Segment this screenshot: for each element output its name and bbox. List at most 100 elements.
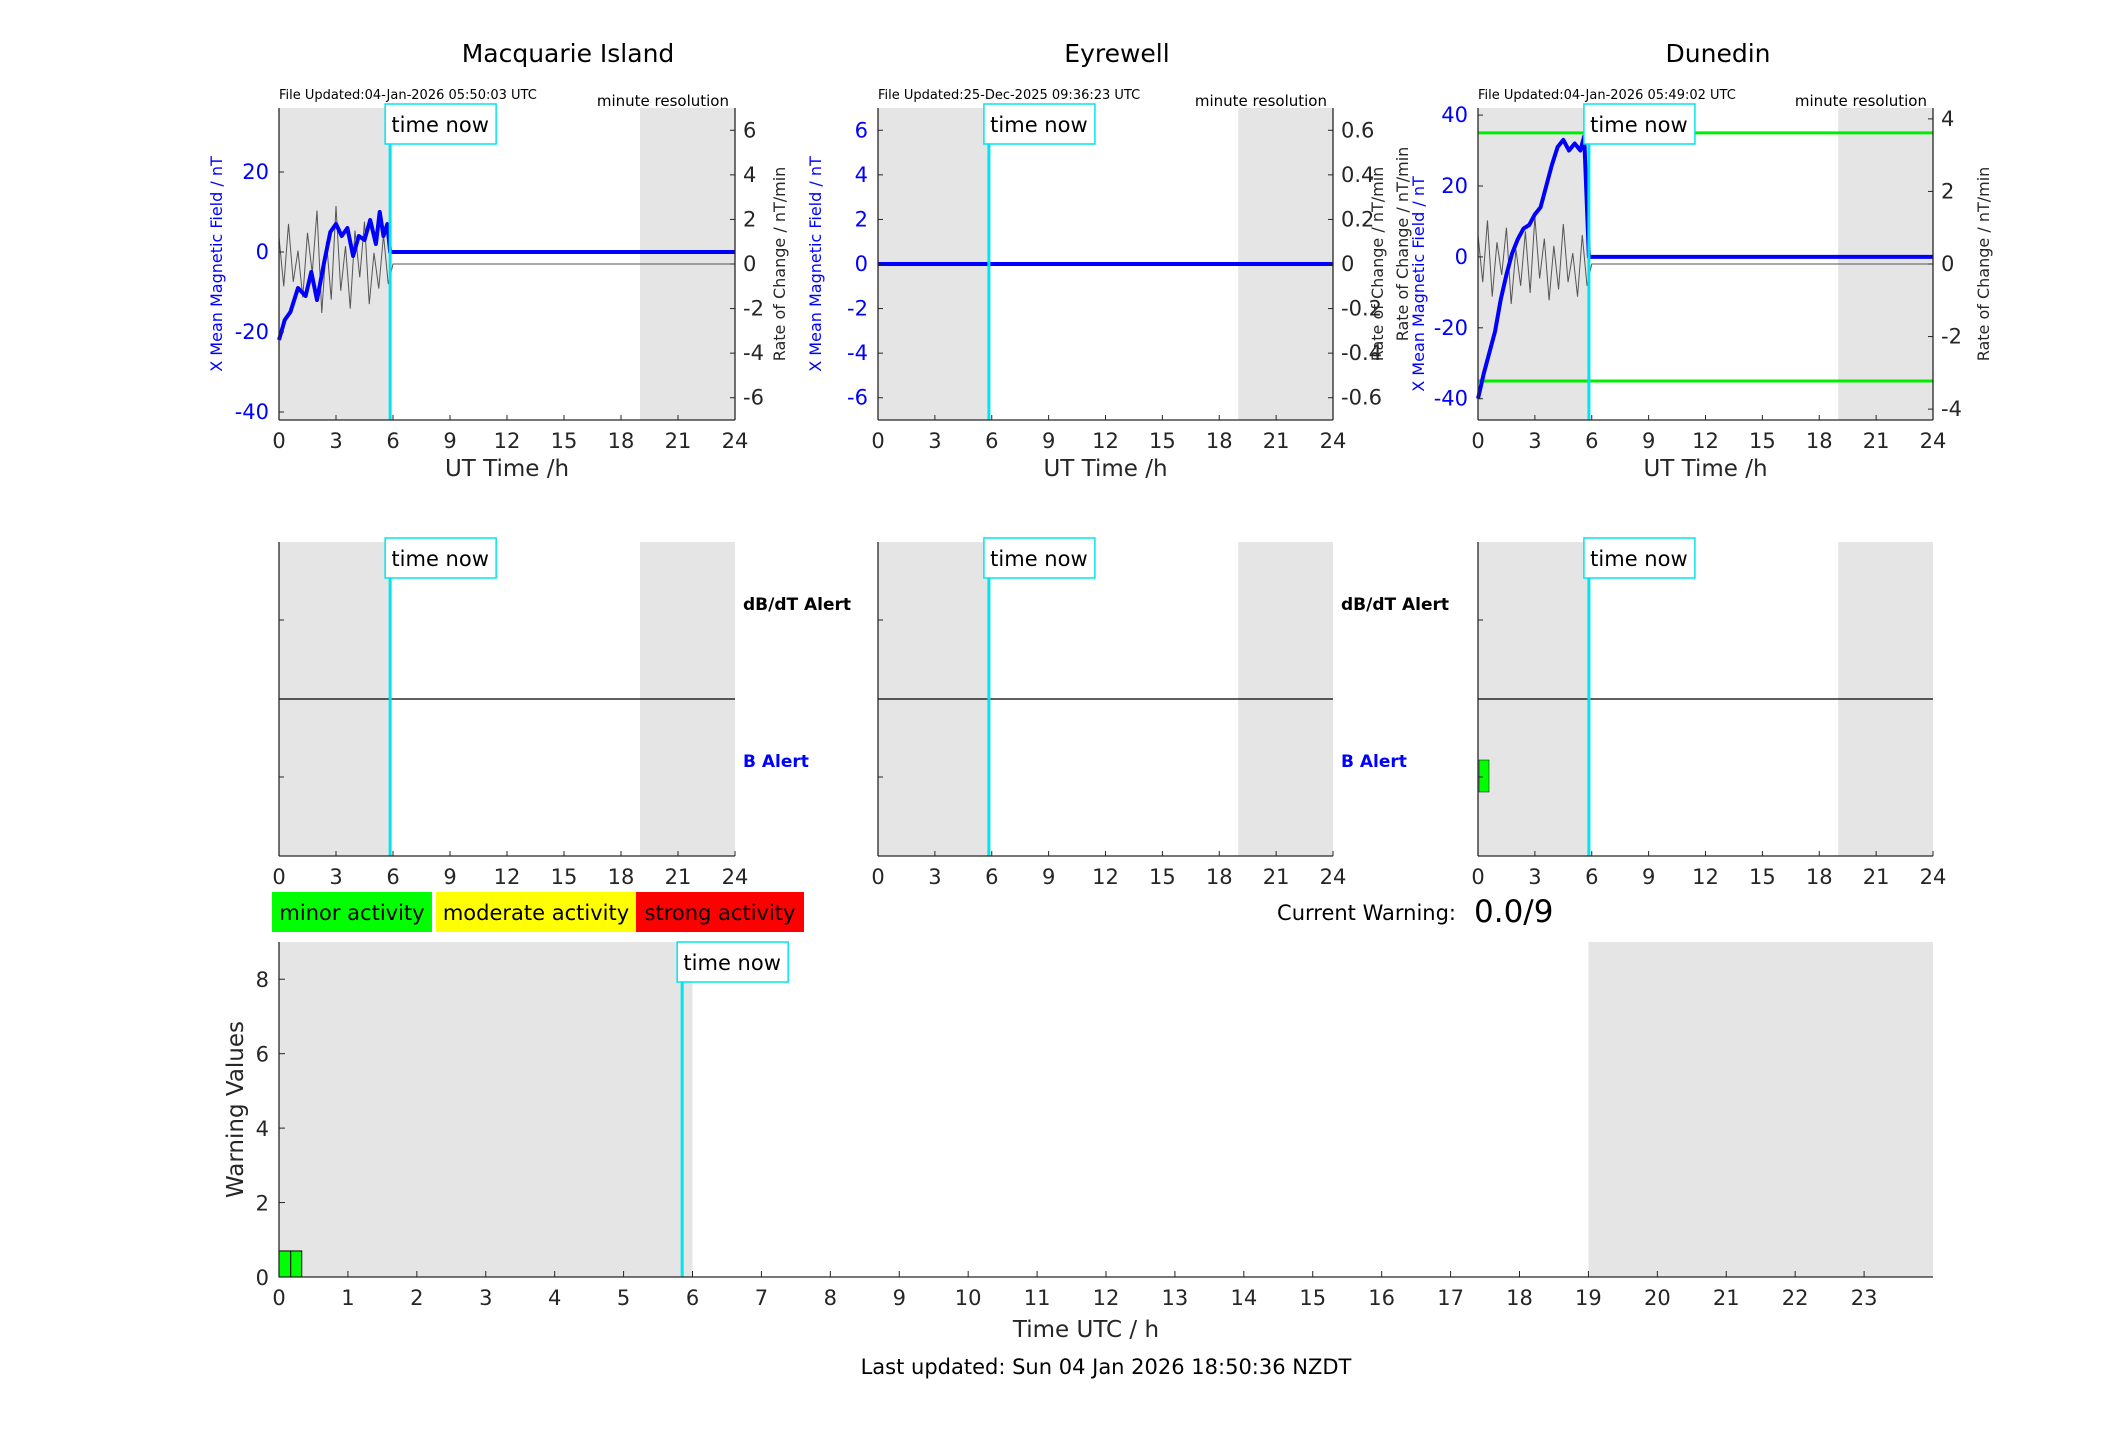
x-tick-label: 6 (1585, 429, 1598, 453)
y-axis-label: Warning Values (223, 1021, 249, 1198)
x-tick-label: 21 (1713, 1286, 1740, 1310)
x-tick-label: 13 (1162, 1286, 1189, 1310)
x-tick-label: 15 (551, 429, 578, 453)
x-tick-label: 16 (1368, 1286, 1395, 1310)
right-tick-label: 2 (743, 207, 756, 231)
time-now-box (384, 103, 497, 145)
x-tick-label: 14 (1230, 1286, 1257, 1310)
time-now-box (983, 103, 1096, 145)
right-axis-label: Rate of Change / nT/min (1368, 167, 1387, 362)
x-tick-label: 9 (443, 865, 456, 889)
left-axis-label: X Mean Magnetic Field / nT (806, 156, 825, 372)
x-tick-label: 3 (928, 429, 941, 453)
x-tick-label: 9 (1642, 429, 1655, 453)
file-updated: File Updated:04-Jan-2026 05:50:03 UTC (279, 88, 537, 103)
right-tick-label: 0 (1341, 252, 1354, 276)
rate-of-change-line (278, 206, 735, 314)
left-tick-label: 20 (1441, 174, 1468, 198)
x-tick-label: 0 (272, 865, 285, 889)
x-tick-label: 15 (1149, 429, 1176, 453)
y-tick-label: 8 (256, 968, 269, 992)
legend-moderate-label: moderate activity (443, 901, 629, 925)
warning-bar (278, 1250, 292, 1278)
legend-minor-label: minor activity (279, 901, 424, 925)
time-now-box (384, 537, 497, 579)
x-axis-label: Time UTC / h (1012, 1317, 1159, 1343)
time-now-label: time now (990, 113, 1087, 137)
right-tick-label: 0.6 (1341, 118, 1374, 142)
x-axis-label: UT Time /h (1643, 456, 1767, 482)
x-tick-label: 24 (722, 865, 749, 889)
x-tick-label: 19 (1575, 1286, 1602, 1310)
right-tick-label: -6 (743, 386, 764, 410)
x-tick-label: 18 (1806, 429, 1833, 453)
time-now-box (1583, 537, 1696, 579)
x-tick-label: 15 (1749, 865, 1776, 889)
x-tick-label: 8 (824, 1286, 837, 1310)
station-title-dunedin: Dunedin (1666, 39, 1771, 68)
x-tick-label: 3 (479, 1286, 492, 1310)
right-tick-label: -4 (743, 341, 764, 365)
x-tick-label: 12 (1093, 1286, 1120, 1310)
x-tick-label: 3 (329, 865, 342, 889)
time-now-label: time now (1590, 113, 1687, 137)
b-alert-label: B Alert (1341, 752, 1407, 772)
x-tick-label: 6 (686, 1286, 699, 1310)
rate-of-change-line (1477, 216, 1933, 304)
resolution-label: minute resolution (1195, 92, 1327, 110)
resolution-label: minute resolution (597, 92, 729, 110)
station-title-macquarie: Macquarie Island (462, 39, 675, 68)
left-tick-label: 0 (256, 240, 269, 264)
left-tick-label: 40 (1441, 103, 1468, 127)
left-axis-label: X Mean Magnetic Field / nT (1409, 176, 1428, 392)
legend-strong-swatch (636, 892, 804, 932)
x-tick-label: 18 (608, 865, 635, 889)
right-tick-label: -0.6 (1341, 386, 1382, 410)
left-tick-label: -4 (847, 341, 868, 365)
right-tick-label: -0.4 (1341, 341, 1382, 365)
shaded-region (279, 108, 391, 420)
y-tick-label: 4 (256, 1117, 269, 1141)
resolution-label: minute resolution (1795, 92, 1927, 110)
y-tick-label: 6 (256, 1043, 269, 1067)
legend-minor-swatch (272, 892, 432, 932)
time-now-label: time now (990, 547, 1087, 571)
right-tick-label: 4 (1941, 107, 1954, 131)
legend-strong-label: strong activity (645, 901, 796, 925)
x-tick-label: 6 (386, 429, 399, 453)
x-tick-label: 0 (871, 429, 884, 453)
right-tick-label: -2 (743, 297, 764, 321)
file-updated: File Updated:04-Jan-2026 05:49:02 UTC (1478, 88, 1736, 103)
x-tick-label: 23 (1851, 1286, 1878, 1310)
left-tick-label: -40 (1434, 387, 1468, 411)
right-tick-label: 6 (743, 118, 756, 142)
x-tick-label: 18 (1206, 429, 1233, 453)
current-warning-value: 0.0/9 (1474, 894, 1553, 930)
x-tick-label: 21 (1263, 429, 1290, 453)
time-now-label: time now (391, 547, 488, 571)
left-tick-label: -20 (235, 320, 269, 344)
x-tick-label: 21 (1863, 865, 1890, 889)
right-tick-label: 0.2 (1341, 207, 1374, 231)
last-updated: Last updated: Sun 04 Jan 2026 18:50:36 N… (861, 1355, 1352, 1379)
x-tick-label: 21 (665, 865, 692, 889)
x-tick-label: 12 (494, 865, 521, 889)
time-now-box (676, 941, 789, 983)
x-tick-label: 18 (1206, 865, 1233, 889)
alert-panel-macquarie: time now 0 3 6 9 12 15 18 21 24 dB/dT Alert B Alert (272, 537, 851, 889)
shaded-region (1588, 942, 1933, 1277)
time-now-box (1583, 103, 1696, 145)
right-tick-label: -4 (1941, 397, 1962, 421)
x-tick-label: 5 (617, 1286, 630, 1310)
x-tick-label: 15 (1149, 865, 1176, 889)
x-tick-label: 6 (985, 865, 998, 889)
y-tick-label: 0 (256, 1266, 269, 1290)
right-tick-label: 0.4 (1341, 163, 1374, 187)
x-tick-label: 6 (386, 865, 399, 889)
x-tick-label: 18 (1806, 865, 1833, 889)
x-tick-label: 24 (1920, 429, 1947, 453)
b-alert-block (1478, 759, 1490, 793)
